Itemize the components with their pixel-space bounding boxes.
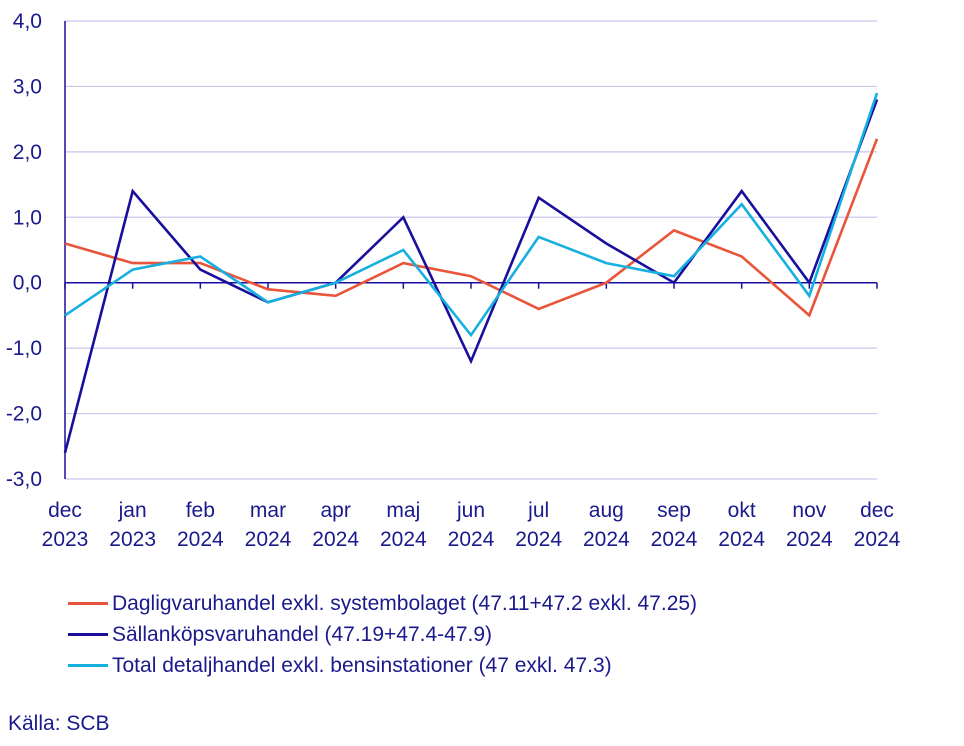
legend-label: Sällanköpsvaruhandel (47.19+47.4-47.9) xyxy=(112,622,493,646)
x-axis xyxy=(64,21,878,479)
x-tick-label: dec 2023 xyxy=(42,499,89,551)
x-tick-label: jan 2023 xyxy=(109,499,156,551)
y-tick-label: 1,0 xyxy=(13,206,42,229)
y-tick-label: -3,0 xyxy=(6,468,42,491)
x-tick-label: jun 2024 xyxy=(448,499,495,551)
source-note: Källa: SCB xyxy=(8,712,110,735)
legend-swatch xyxy=(68,633,108,636)
legend-swatch xyxy=(68,664,108,667)
x-tick-label: jul 2024 xyxy=(515,499,562,551)
series-line-1 xyxy=(64,138,879,318)
x-tick-label: nov 2024 xyxy=(786,499,833,551)
x-tick-label: apr 2024 xyxy=(312,499,359,551)
legend-swatch xyxy=(68,602,108,605)
legend: Dagligvaruhandel exkl. systembolaget (47… xyxy=(68,588,697,681)
y-tick-label: 4,0 xyxy=(13,10,42,33)
x-tick-label: dec 2024 xyxy=(854,499,901,551)
x-tick-label: aug 2024 xyxy=(583,499,630,551)
y-axis-ticks: -3,0 -2,0 -1,0 0,0 1,0 2,0 3,0 4,0 xyxy=(6,10,42,491)
y-tick-label: -2,0 xyxy=(6,403,42,426)
x-tick-label: maj 2024 xyxy=(380,499,427,551)
x-tick-label: okt 2024 xyxy=(718,499,765,551)
y-tick-label: 0,0 xyxy=(13,272,42,295)
legend-label: Dagligvaruhandel exkl. systembolaget (47… xyxy=(112,591,698,615)
legend-label: Total detaljhandel exkl. bensinstationer… xyxy=(112,653,612,677)
y-tick-label: 2,0 xyxy=(13,141,42,164)
y-tick-label: 3,0 xyxy=(13,75,42,98)
x-tick-label: feb 2024 xyxy=(177,499,224,551)
y-tick-label: -1,0 xyxy=(6,337,42,360)
series-lines xyxy=(63,92,879,454)
x-tick-label: mar 2024 xyxy=(245,499,292,551)
line-chart: -3,0 -2,0 -1,0 0,0 1,0 2,0 3,0 4,0 dec 2023 jan 20… xyxy=(6,10,901,551)
x-tick-label: sep 2024 xyxy=(651,499,698,551)
legend-item-total-detaljhandel: Total detaljhandel exkl. bensinstationer… xyxy=(68,650,697,681)
x-axis-labels: dec 2023 jan 2023 feb 2024 mar 2024 apr 2024 maj 20… xyxy=(42,499,901,551)
legend-item-sallankopsvaruhandel: Sällanköpsvaruhandel (47.19+47.4-47.9) xyxy=(68,619,697,650)
series-line-2 xyxy=(63,99,879,454)
series-line-3 xyxy=(64,92,879,338)
legend-item-dagligvaruhandel: Dagligvaruhandel exkl. systembolaget (47… xyxy=(68,588,697,619)
gridlines xyxy=(65,20,877,480)
